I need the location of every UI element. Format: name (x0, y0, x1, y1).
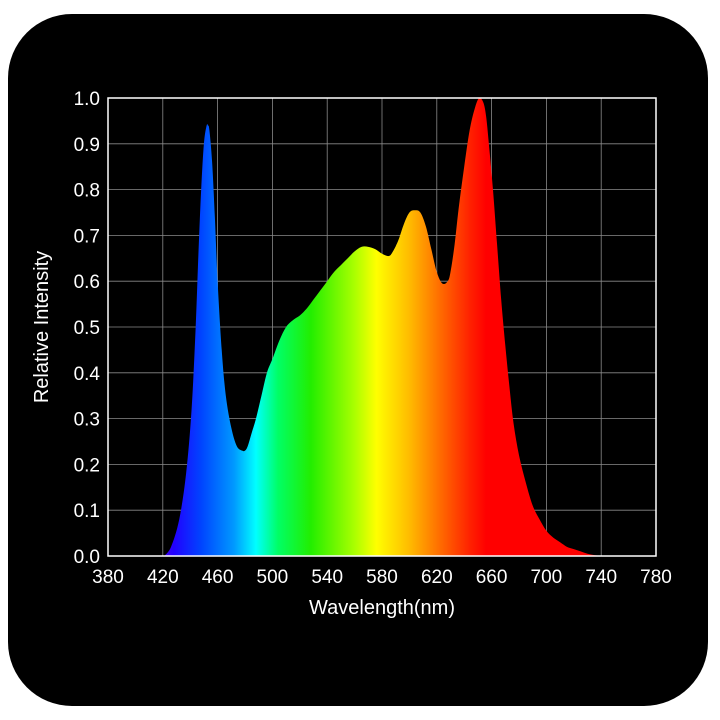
tick-labels: 380 420 460 500 540 580 620 660 700 740 780 0.0 0.1 0… (74, 89, 672, 588)
x-tick-label: 580 (366, 567, 398, 588)
y-tick-label: 0.6 (74, 272, 100, 293)
y-tick-label: 0.3 (74, 410, 100, 431)
y-tick-label: 0.4 (74, 364, 101, 385)
y-tick-label: 0.1 (74, 501, 100, 522)
x-tick-label: 740 (585, 567, 617, 588)
x-tick-label: 460 (202, 567, 234, 588)
y-tick-label: 0.5 (74, 318, 100, 339)
y-tick-label: 0.8 (74, 181, 100, 202)
x-tick-label: 700 (531, 567, 563, 588)
y-tick-label: 0.0 (74, 547, 100, 568)
x-tick-label: 620 (421, 567, 453, 588)
y-tick-label: 1.0 (74, 89, 100, 110)
x-tick-label: 500 (257, 567, 289, 588)
x-tick-label: 780 (640, 567, 672, 588)
x-axis-title: Wavelength(nm) (309, 597, 455, 619)
y-tick-label: 0.7 (74, 226, 100, 247)
x-tick-label: 420 (147, 567, 179, 588)
y-tick-label: 0.9 (74, 135, 100, 156)
plot-frame (107, 97, 657, 557)
spectrum-area (164, 97, 602, 556)
x-tick-label: 540 (311, 567, 343, 588)
y-tick-label: 0.2 (74, 455, 100, 476)
y-axis-title: Relative Intensity (31, 251, 53, 403)
x-tick-label: 660 (476, 567, 508, 588)
x-tick-label: 380 (92, 567, 124, 588)
